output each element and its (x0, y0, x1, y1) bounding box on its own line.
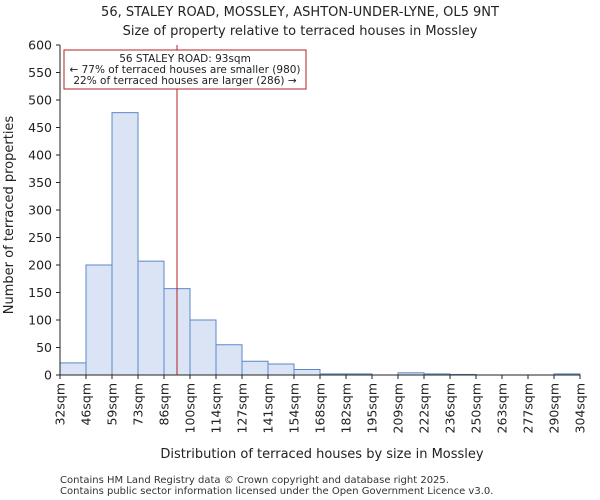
x-axis-label: Distribution of terraced houses by size … (160, 447, 484, 462)
x-tick-label: 46sqm (79, 383, 94, 426)
y-tick-label: 150 (28, 285, 52, 300)
annotation-box: 56 STALEY ROAD: 93sqm ← 77% of terraced … (63, 49, 307, 90)
x-tick-label: 154sqm (287, 383, 302, 433)
x-tick-label: 250sqm (469, 383, 484, 433)
footer-line-2: Contains public sector information licen… (60, 486, 493, 497)
bar-100sqm (189, 319, 217, 376)
x-tick-label: 209sqm (391, 383, 406, 433)
bar-46sqm (85, 264, 113, 376)
x-tick-label: 59sqm (105, 383, 120, 426)
x-tick-label: 222sqm (417, 383, 432, 433)
y-tick-label: 100 (28, 313, 52, 328)
y-axis-label: Number of terraced properties (2, 116, 17, 315)
annotation-title: 56 STALEY ROAD: 93sqm (119, 53, 251, 65)
bar-127sqm (241, 360, 269, 376)
x-tick-label: 182sqm (339, 383, 354, 433)
x-tick-label: 100sqm (183, 383, 198, 433)
bar-59sqm (111, 112, 139, 376)
chart-title: 56, STALEY ROAD, MOSSLEY, ASHTON-UNDER-L… (101, 5, 499, 20)
x-tick-label: 304sqm (573, 383, 588, 433)
bar-141sqm (267, 363, 295, 376)
bars-group (59, 112, 581, 376)
x-axis: 32sqm 46sqm 59sqm 73sqm 86sqm 100sqm 114sqm 127… (53, 375, 588, 433)
y-tick-label: 50 (36, 340, 52, 355)
y-tick-label: 500 (28, 93, 52, 108)
bar-32sqm (59, 362, 87, 376)
annotation-border (63, 49, 307, 90)
y-tick-label: 0 (44, 368, 52, 383)
y-tick-label: 200 (28, 258, 52, 273)
y-tick-label: 300 (28, 203, 52, 218)
bar-114sqm (215, 344, 243, 376)
y-tick-label: 450 (28, 120, 52, 135)
x-tick-label: 127sqm (235, 383, 250, 433)
y-tick-label: 600 (28, 38, 52, 53)
x-tick-label: 141sqm (261, 383, 276, 433)
x-tick-label: 73sqm (131, 383, 146, 426)
annotation-smaller: ← 77% of terraced houses are smaller (98… (69, 64, 300, 76)
bar-73sqm (137, 260, 165, 376)
annotation-larger: 22% of terraced houses are larger (286) … (73, 75, 296, 87)
y-tick-label: 250 (28, 230, 52, 245)
x-tick-label: 290sqm (547, 383, 562, 433)
x-tick-label: 195sqm (365, 383, 380, 433)
x-tick-label: 168sqm (313, 383, 328, 433)
y-tick-label: 350 (28, 175, 52, 190)
y-tick-label: 550 (28, 65, 52, 80)
bar-154sqm (293, 369, 321, 376)
footer-line-1: Contains HM Land Registry data © Crown c… (60, 475, 449, 486)
x-tick-label: 114sqm (209, 383, 224, 433)
x-tick-label: 236sqm (443, 383, 458, 433)
x-tick-label: 86sqm (157, 383, 172, 426)
x-tick-label: 263sqm (495, 383, 510, 433)
x-tick-label: 32sqm (53, 383, 68, 426)
x-tick-label: 277sqm (521, 383, 536, 433)
y-tick-label: 400 (28, 148, 52, 163)
chart-subtitle: Size of property relative to terraced ho… (123, 24, 478, 39)
y-axis: 0 50 100 150 200 250 300 350 400 450 500 550 600 (28, 38, 60, 383)
